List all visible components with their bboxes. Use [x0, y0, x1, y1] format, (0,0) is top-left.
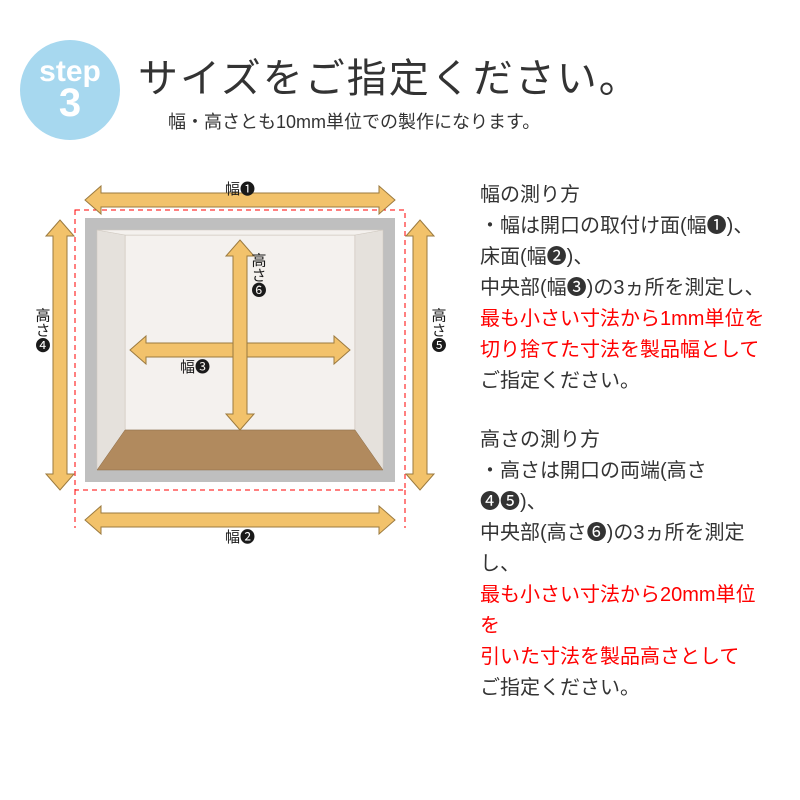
width-red1: 最も小さい寸法から1mm単位を: [480, 304, 770, 335]
svg-text:幅❶: 幅❶: [225, 181, 255, 198]
svg-text:高さ❻: 高さ❻: [250, 253, 267, 298]
body: 幅❶ 幅❷ 幅❸ 高さ❹ 高さ❺ 高さ❻ 幅の測り方 ・幅は開口の取付け面(幅❶)、 床面…: [0, 150, 800, 732]
height-line1: ・高さは開口の両端(高さ❹❺)、: [480, 456, 770, 518]
title-block: サイズをご指定ください。 幅・高さとも10mm単位での製作になります。: [138, 46, 641, 134]
width-line1: ・幅は開口の取付け面(幅❶)、: [480, 211, 770, 242]
width-instructions: 幅の測り方 ・幅は開口の取付け面(幅❶)、 床面(幅❷)、 中央部(幅❸)の3ヵ…: [480, 180, 770, 397]
height-line2: 中央部(高さ❻)の3ヵ所を測定し、: [480, 518, 770, 580]
width-line3: 中央部(幅❸)の3ヵ所を測定し、: [480, 273, 770, 304]
height-red1: 最も小さい寸法から20mm単位を: [480, 580, 770, 642]
width-red2: 切り捨てた寸法を製品幅として: [480, 335, 770, 366]
instructions-column: 幅の測り方 ・幅は開口の取付け面(幅❶)、 床面(幅❷)、 中央部(幅❸)の3ヵ…: [480, 180, 770, 732]
height-line3: ご指定ください。: [480, 673, 770, 704]
step-badge: step 3: [20, 40, 120, 140]
svg-text:高さ❺: 高さ❺: [430, 308, 447, 353]
measurement-diagram: 幅❶ 幅❷ 幅❸ 高さ❹ 高さ❺ 高さ❻: [30, 180, 450, 560]
header: step 3 サイズをご指定ください。 幅・高さとも10mm単位での製作になりま…: [0, 0, 800, 150]
svg-text:高さ❹: 高さ❹: [34, 308, 51, 353]
height-instructions: 高さの測り方 ・高さは開口の両端(高さ❹❺)、 中央部(高さ❻)の3ヵ所を測定し…: [480, 425, 770, 704]
page-title: サイズをご指定ください。: [138, 46, 641, 104]
height-heading: 高さの測り方: [480, 425, 770, 456]
svg-text:幅❸: 幅❸: [180, 359, 210, 376]
width-heading: 幅の測り方: [480, 180, 770, 211]
step-badge-num: 3: [59, 83, 81, 123]
svg-text:幅❷: 幅❷: [225, 529, 255, 546]
height-red2: 引いた寸法を製品高さとして: [480, 642, 770, 673]
width-line4: ご指定ください。: [480, 366, 770, 397]
diagram-svg: 幅❶ 幅❷ 幅❸ 高さ❹ 高さ❺ 高さ❻: [30, 180, 450, 560]
diagram-column: 幅❶ 幅❷ 幅❸ 高さ❹ 高さ❺ 高さ❻: [30, 180, 450, 732]
page-subtitle: 幅・高さとも10mm単位での製作になります。: [138, 108, 641, 134]
width-line2: 床面(幅❷)、: [480, 242, 770, 273]
